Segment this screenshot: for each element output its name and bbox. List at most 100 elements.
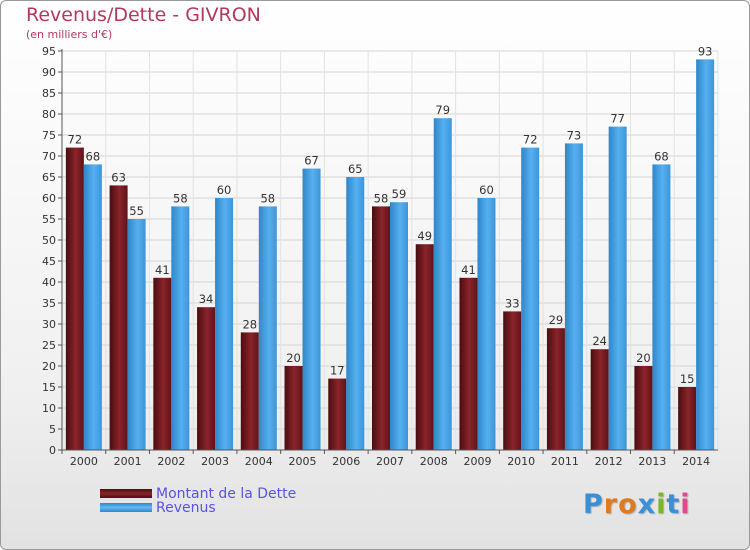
bar-debt (328, 378, 347, 450)
data-label-debt: 41 (461, 263, 476, 277)
x-tick-label: 2004 (245, 455, 273, 468)
bar-revenue (390, 202, 408, 450)
x-tick-label: 2003 (201, 455, 229, 468)
bar-debt (153, 277, 172, 450)
y-tick-label: 15 (42, 381, 56, 394)
x-tick-label: 2011 (551, 455, 579, 468)
legend-revenue-label: Revenus (156, 500, 216, 516)
logo-letter: i (680, 489, 691, 520)
logo-letter: i (656, 489, 667, 520)
data-label-debt: 20 (636, 351, 651, 365)
data-label-revenue: 60 (217, 183, 232, 197)
data-label-debt: 20 (286, 351, 301, 365)
x-tick-label: 2013 (638, 455, 666, 468)
data-label-debt: 63 (111, 170, 126, 184)
logo-letter: o (618, 489, 638, 520)
data-label-revenue: 60 (479, 183, 494, 197)
axis-layer: 0 5 10 15 20 25 30 35 40 45 50 55 60 65 70 75 80 85 90 95 20… (42, 45, 718, 468)
bar-revenue (258, 206, 277, 450)
y-tick-label: 90 (42, 66, 56, 79)
legend-debt-swatch (100, 489, 152, 498)
data-label-revenue: 79 (435, 103, 450, 117)
bar-debt (634, 366, 653, 450)
bar-debt (503, 311, 522, 450)
x-tick-label: 2005 (289, 455, 317, 468)
bars-layer (65, 59, 715, 451)
data-label-debt: 29 (549, 313, 564, 327)
bar-revenue (564, 143, 583, 450)
bar-debt (65, 147, 84, 450)
bar-debt (459, 277, 478, 450)
data-label-revenue: 68 (86, 149, 101, 163)
bar-revenue (127, 219, 146, 450)
bar-revenue (215, 198, 234, 450)
data-label-revenue: 77 (610, 112, 625, 126)
y-tick-label: 70 (42, 150, 56, 163)
data-label-debt: 41 (155, 263, 170, 277)
data-label-revenue: 68 (654, 149, 669, 163)
y-tick-label: 50 (42, 234, 56, 247)
bar-debt (284, 366, 303, 450)
bar-debt (590, 349, 609, 450)
logo-letter: r (603, 489, 619, 520)
y-tick-label: 0 (49, 444, 56, 457)
bar-revenue (433, 118, 452, 450)
bar-revenue (477, 198, 496, 450)
y-tick-label: 30 (42, 318, 56, 331)
x-tick-label: 2009 (463, 455, 491, 468)
data-label-debt: 34 (199, 292, 214, 306)
data-label-revenue: 65 (348, 162, 363, 176)
data-label-revenue: 73 (567, 128, 582, 142)
bar-debt (546, 328, 565, 450)
bar-revenue (302, 168, 321, 450)
bar-revenue (521, 147, 540, 450)
bar-debt (109, 185, 128, 450)
y-tick-label: 40 (42, 276, 56, 289)
x-tick-label: 2002 (157, 455, 185, 468)
x-tick-label: 2001 (114, 455, 142, 468)
y-tick-label: 5 (49, 423, 56, 436)
data-label-debt: 28 (242, 317, 257, 331)
logo-letter: P (583, 489, 604, 520)
y-tick-label: 45 (42, 255, 56, 268)
bar-revenue (171, 206, 190, 450)
y-tick-label: 95 (42, 45, 56, 58)
y-tick-label: 65 (42, 171, 56, 184)
y-tick-label: 80 (42, 108, 56, 121)
x-tick-label: 2000 (70, 455, 98, 468)
data-label-debt: 58 (374, 191, 389, 205)
data-label-debt: 17 (330, 364, 345, 378)
bar-revenue (652, 164, 671, 450)
data-label-revenue: 72 (523, 133, 538, 147)
data-label-revenue: 55 (129, 204, 144, 218)
data-label-debt: 24 (592, 334, 607, 348)
y-tick-label: 75 (42, 129, 56, 142)
bar-debt (372, 206, 390, 450)
x-tick-label: 2007 (376, 455, 404, 468)
data-label-revenue: 59 (392, 187, 407, 201)
bar-revenue (608, 126, 627, 450)
data-label-revenue: 58 (260, 191, 275, 205)
y-tick-label: 25 (42, 339, 56, 352)
y-tick-label: 85 (42, 87, 56, 100)
x-tick-label: 2014 (682, 455, 710, 468)
y-tick-label: 60 (42, 192, 56, 205)
logo-letter: x (637, 489, 657, 520)
y-tick-label: 10 (42, 402, 56, 415)
data-label-debt: 49 (417, 229, 432, 243)
data-label-debt: 72 (68, 133, 83, 147)
x-tick-label: 2010 (507, 455, 535, 468)
bar-revenue (83, 164, 102, 450)
data-label-debt: 15 (680, 372, 695, 386)
x-tick-label: 2012 (595, 455, 623, 468)
data-label-revenue: 93 (698, 44, 713, 58)
bar-debt (197, 307, 216, 450)
bar-debt (678, 387, 697, 450)
legend-debt-label: Montant de la Dette (156, 486, 297, 502)
data-label-revenue: 58 (173, 191, 188, 205)
x-tick-label: 2006 (332, 455, 360, 468)
chart-subtitle: (en milliers d'€) (26, 28, 113, 41)
x-tick-label: 2008 (420, 455, 448, 468)
